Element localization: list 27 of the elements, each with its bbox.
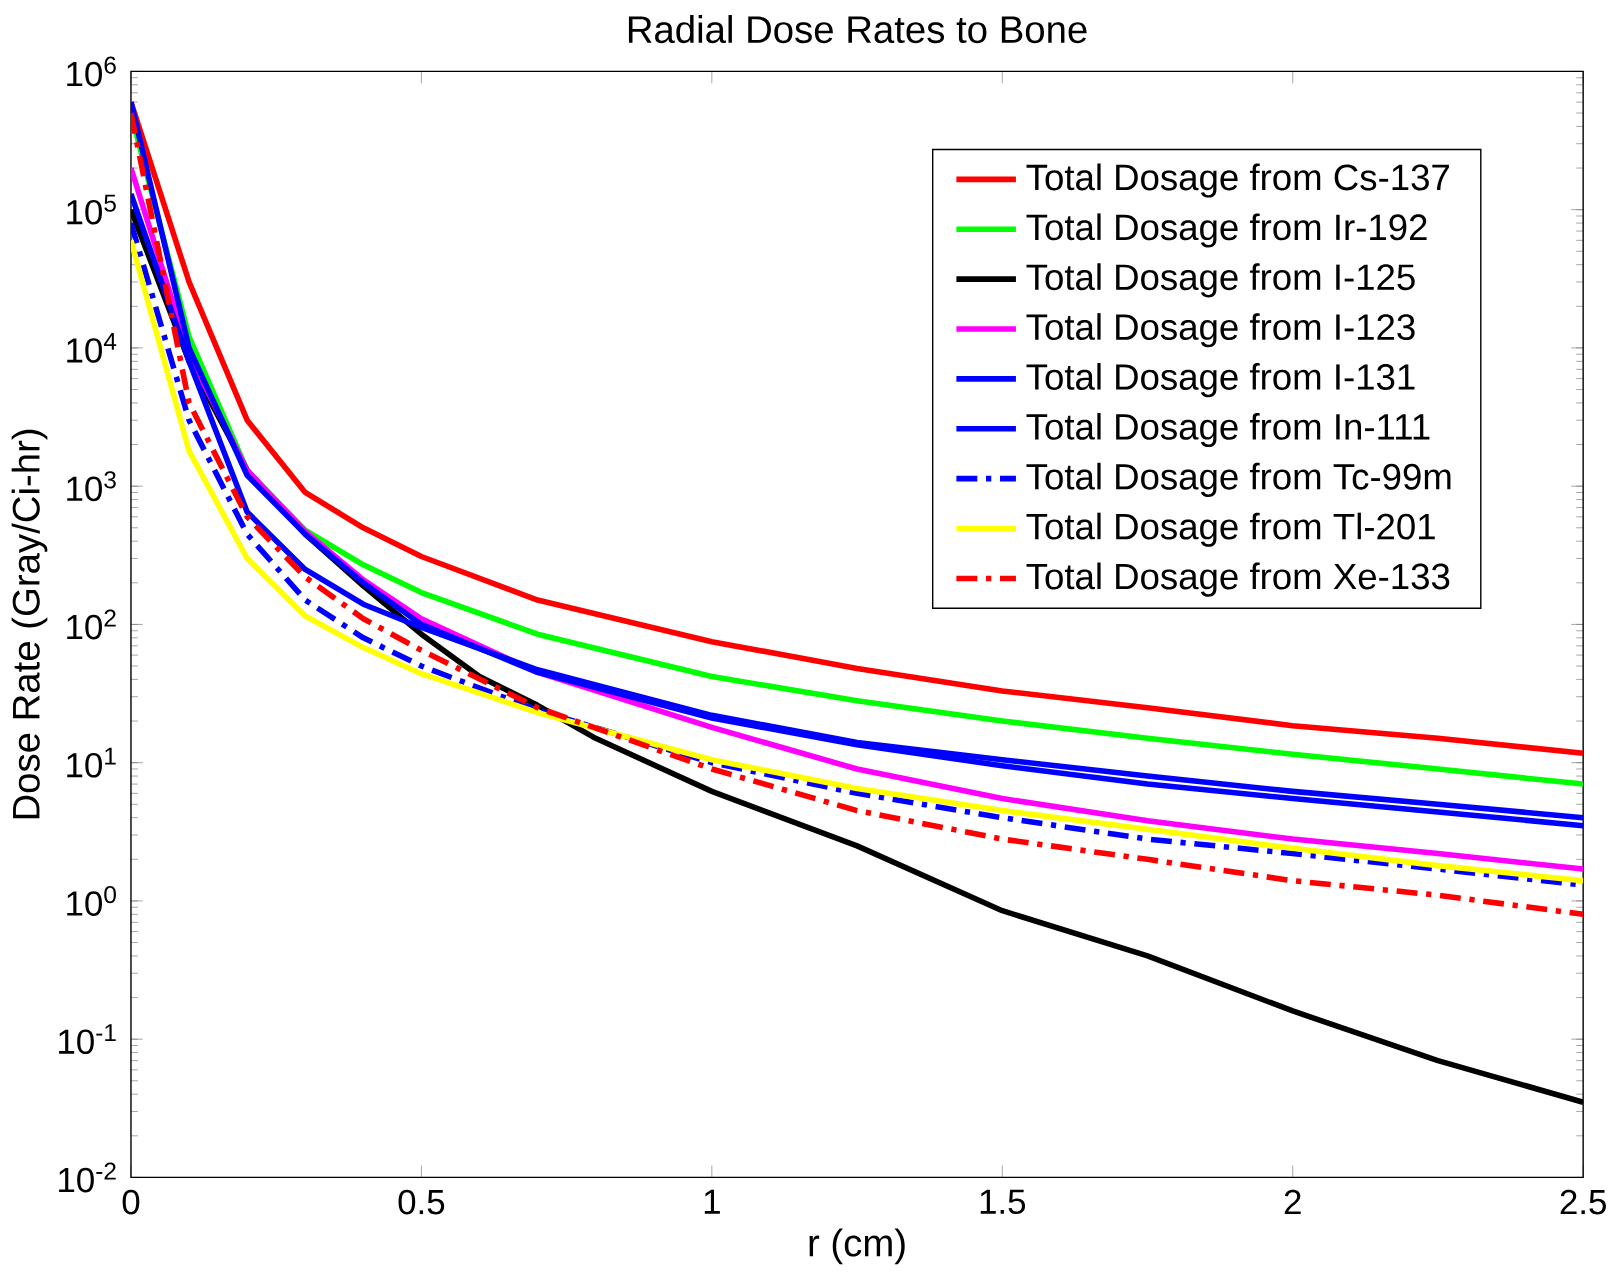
legend-label: Total Dosage from Tc-99m (1026, 462, 1451, 498)
y-tick-label: 10$^{4}$ (67, 333, 117, 363)
y-tick-label: 10$^{3}$ (67, 471, 116, 502)
x-tick-label: 0 (122, 1189, 140, 1215)
chart-title: Radial Dose Rates to Bone (628, 15, 1087, 44)
y-tick-label: 10$^{0}$ (67, 886, 116, 917)
legend-label: Total Dosage from Cs-137 (1026, 163, 1449, 198)
x-axis-title: r (cm) (809, 1228, 905, 1265)
y-tick-label: 10$^{5}$ (67, 194, 116, 225)
legend-label: Total Dosage from I-123 (1026, 313, 1415, 348)
y-tick-label: 10$^{6}$ (67, 56, 116, 87)
y-axis-title: Dose Rate (Gray/Ci-hr) (11, 429, 48, 819)
legend-label: Total Dosage from Ir-192 (1026, 213, 1427, 248)
legend-label: Total Dosage from Tl-201 (1026, 512, 1435, 547)
y-tick-label: 10$^{1}$ (67, 747, 116, 778)
x-tick-label: 1 (704, 1189, 720, 1214)
legend-label: Total Dosage from Xe-133 (1026, 562, 1450, 597)
y-tick-label: 10$^{-2}$ (59, 1162, 116, 1193)
legend-label: Total Dosage from I-131 (1026, 363, 1415, 398)
legend-label: Total Dosage from In-111 (1026, 413, 1430, 448)
x-tick-label: 1.5 (980, 1189, 1026, 1215)
x-tick-label: 2.5 (1560, 1189, 1606, 1215)
y-tick-label: 10$^{2}$ (67, 609, 116, 640)
legend-label: Total Dosage from I-125 (1026, 263, 1415, 298)
x-tick-label: 0.5 (398, 1189, 445, 1215)
y-tick-label: 10$^{-1}$ (59, 1024, 116, 1055)
x-tick-label: 2 (1284, 1189, 1301, 1215)
